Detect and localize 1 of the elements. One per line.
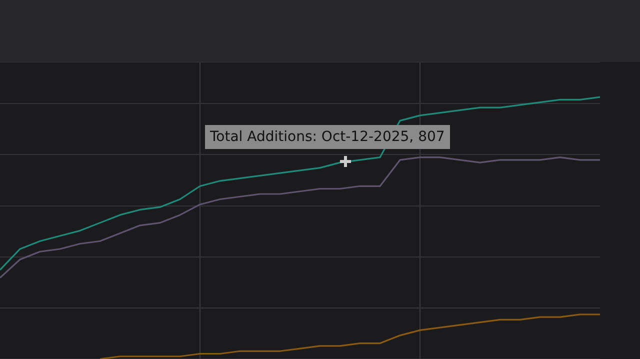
annotation: Total Additions: Oct-12-2025, 807 [205, 125, 450, 149]
